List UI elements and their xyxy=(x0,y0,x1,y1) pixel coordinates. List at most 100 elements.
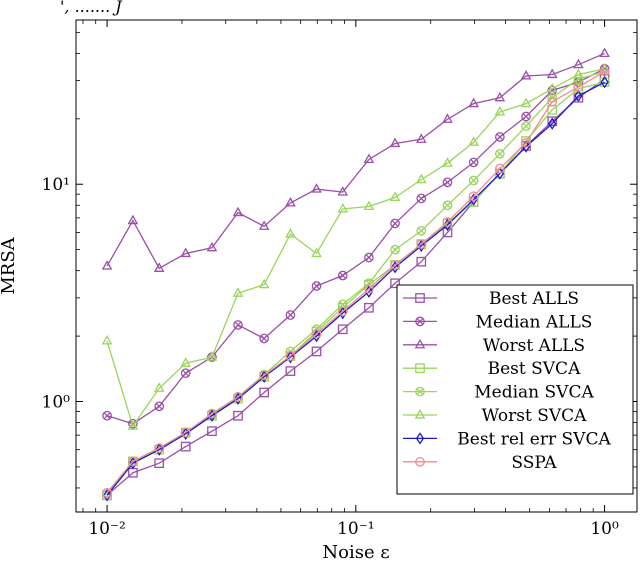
otimes-cross xyxy=(470,159,478,166)
otimes-ring xyxy=(154,401,165,412)
otimes-ring xyxy=(415,316,425,327)
otimes-ring xyxy=(102,410,112,421)
data-point xyxy=(180,357,191,367)
legend-marker xyxy=(415,456,425,467)
otimes-cross xyxy=(234,321,242,329)
data-point xyxy=(101,260,113,270)
legend-marker xyxy=(415,293,425,303)
data-point xyxy=(416,239,427,249)
y-tick-label: 10¹ xyxy=(42,175,70,195)
data-point xyxy=(153,262,165,272)
data-point xyxy=(207,408,217,419)
data-point xyxy=(363,200,375,211)
data-point xyxy=(390,260,400,274)
data-point xyxy=(337,306,348,317)
data-point xyxy=(364,302,374,313)
legend-item: Median ALLS xyxy=(403,312,592,332)
data-point xyxy=(285,351,296,361)
data-point xyxy=(207,426,217,437)
data-point xyxy=(599,66,610,77)
data-point xyxy=(573,58,584,69)
legend-label: SSPA xyxy=(511,453,557,473)
data-point xyxy=(154,401,165,412)
otimes-ring xyxy=(442,177,453,188)
data-point xyxy=(416,256,427,267)
otimes-ring xyxy=(128,418,138,429)
otimes-ring xyxy=(468,175,479,186)
data-point xyxy=(548,117,557,130)
data-point xyxy=(390,244,400,255)
legend-marker xyxy=(415,386,425,397)
otimes-cross xyxy=(313,282,320,290)
data-point xyxy=(285,366,296,376)
data-point xyxy=(546,68,558,79)
data-point xyxy=(494,106,506,116)
data-point xyxy=(416,193,427,204)
x-tick-label: 10⁻¹ xyxy=(337,519,374,539)
data-point xyxy=(102,410,112,421)
data-point xyxy=(389,137,401,148)
legend-item: SSPA xyxy=(403,453,557,473)
legend-marker xyxy=(415,432,425,445)
data-point xyxy=(206,351,218,361)
data-point xyxy=(258,278,270,289)
otimes-ring xyxy=(521,111,531,122)
data-point xyxy=(311,346,322,357)
data-point xyxy=(127,214,139,225)
data-point xyxy=(180,247,191,258)
otimes-ring xyxy=(390,244,400,255)
otimes-ring xyxy=(285,310,296,320)
data-point xyxy=(600,75,609,89)
data-point xyxy=(415,133,427,143)
axis-ticks: 10⁻² 10⁻¹ 10⁰ 10⁰ 10¹ xyxy=(42,20,637,539)
data-point xyxy=(153,382,165,392)
series-worst-alls xyxy=(101,47,610,272)
legend-box xyxy=(396,284,634,495)
data-point xyxy=(547,116,558,127)
data-point xyxy=(232,206,244,217)
data-point xyxy=(390,218,400,229)
data-point xyxy=(128,456,138,470)
legend-item: Best ALLS xyxy=(403,289,579,309)
data-point xyxy=(468,157,479,168)
data-point xyxy=(285,310,296,320)
legend-label: Best SVCA xyxy=(488,359,581,379)
otimes-ring xyxy=(259,333,270,344)
legend-item: Median SVCA xyxy=(403,383,594,403)
otimes-cross xyxy=(522,113,530,120)
legend-label: Best rel err SVCA xyxy=(457,429,611,449)
otimes-cross xyxy=(417,227,425,235)
data-point xyxy=(180,368,191,379)
legend-marker xyxy=(415,363,425,374)
otimes-cross xyxy=(416,388,424,395)
otimes-cross xyxy=(444,178,451,186)
legend-item: Best SVCA xyxy=(403,359,581,379)
data-point xyxy=(364,252,374,263)
legend-marker xyxy=(415,316,425,327)
data-point xyxy=(415,173,427,184)
otimes-cross xyxy=(444,201,451,209)
legend-label: Median SVCA xyxy=(474,383,594,403)
data-point xyxy=(363,153,375,164)
otimes-ring xyxy=(364,252,374,263)
data-point xyxy=(258,220,270,230)
otimes-cross xyxy=(339,272,347,279)
otimes-cross xyxy=(365,254,373,261)
data-point xyxy=(337,202,349,213)
data-point xyxy=(285,228,296,238)
data-point xyxy=(155,443,164,456)
otimes-cross xyxy=(260,335,268,342)
data-point xyxy=(468,175,479,186)
data-point xyxy=(311,281,322,291)
otimes-ring xyxy=(468,157,479,168)
data-point xyxy=(547,96,558,107)
data-point xyxy=(337,324,348,335)
data-point xyxy=(311,183,322,193)
data-point xyxy=(389,191,401,201)
otimes-cross xyxy=(103,412,111,420)
otimes-ring xyxy=(337,270,348,281)
data-point xyxy=(127,420,139,430)
otimes-cross xyxy=(339,300,347,308)
otimes-ring xyxy=(233,320,243,330)
